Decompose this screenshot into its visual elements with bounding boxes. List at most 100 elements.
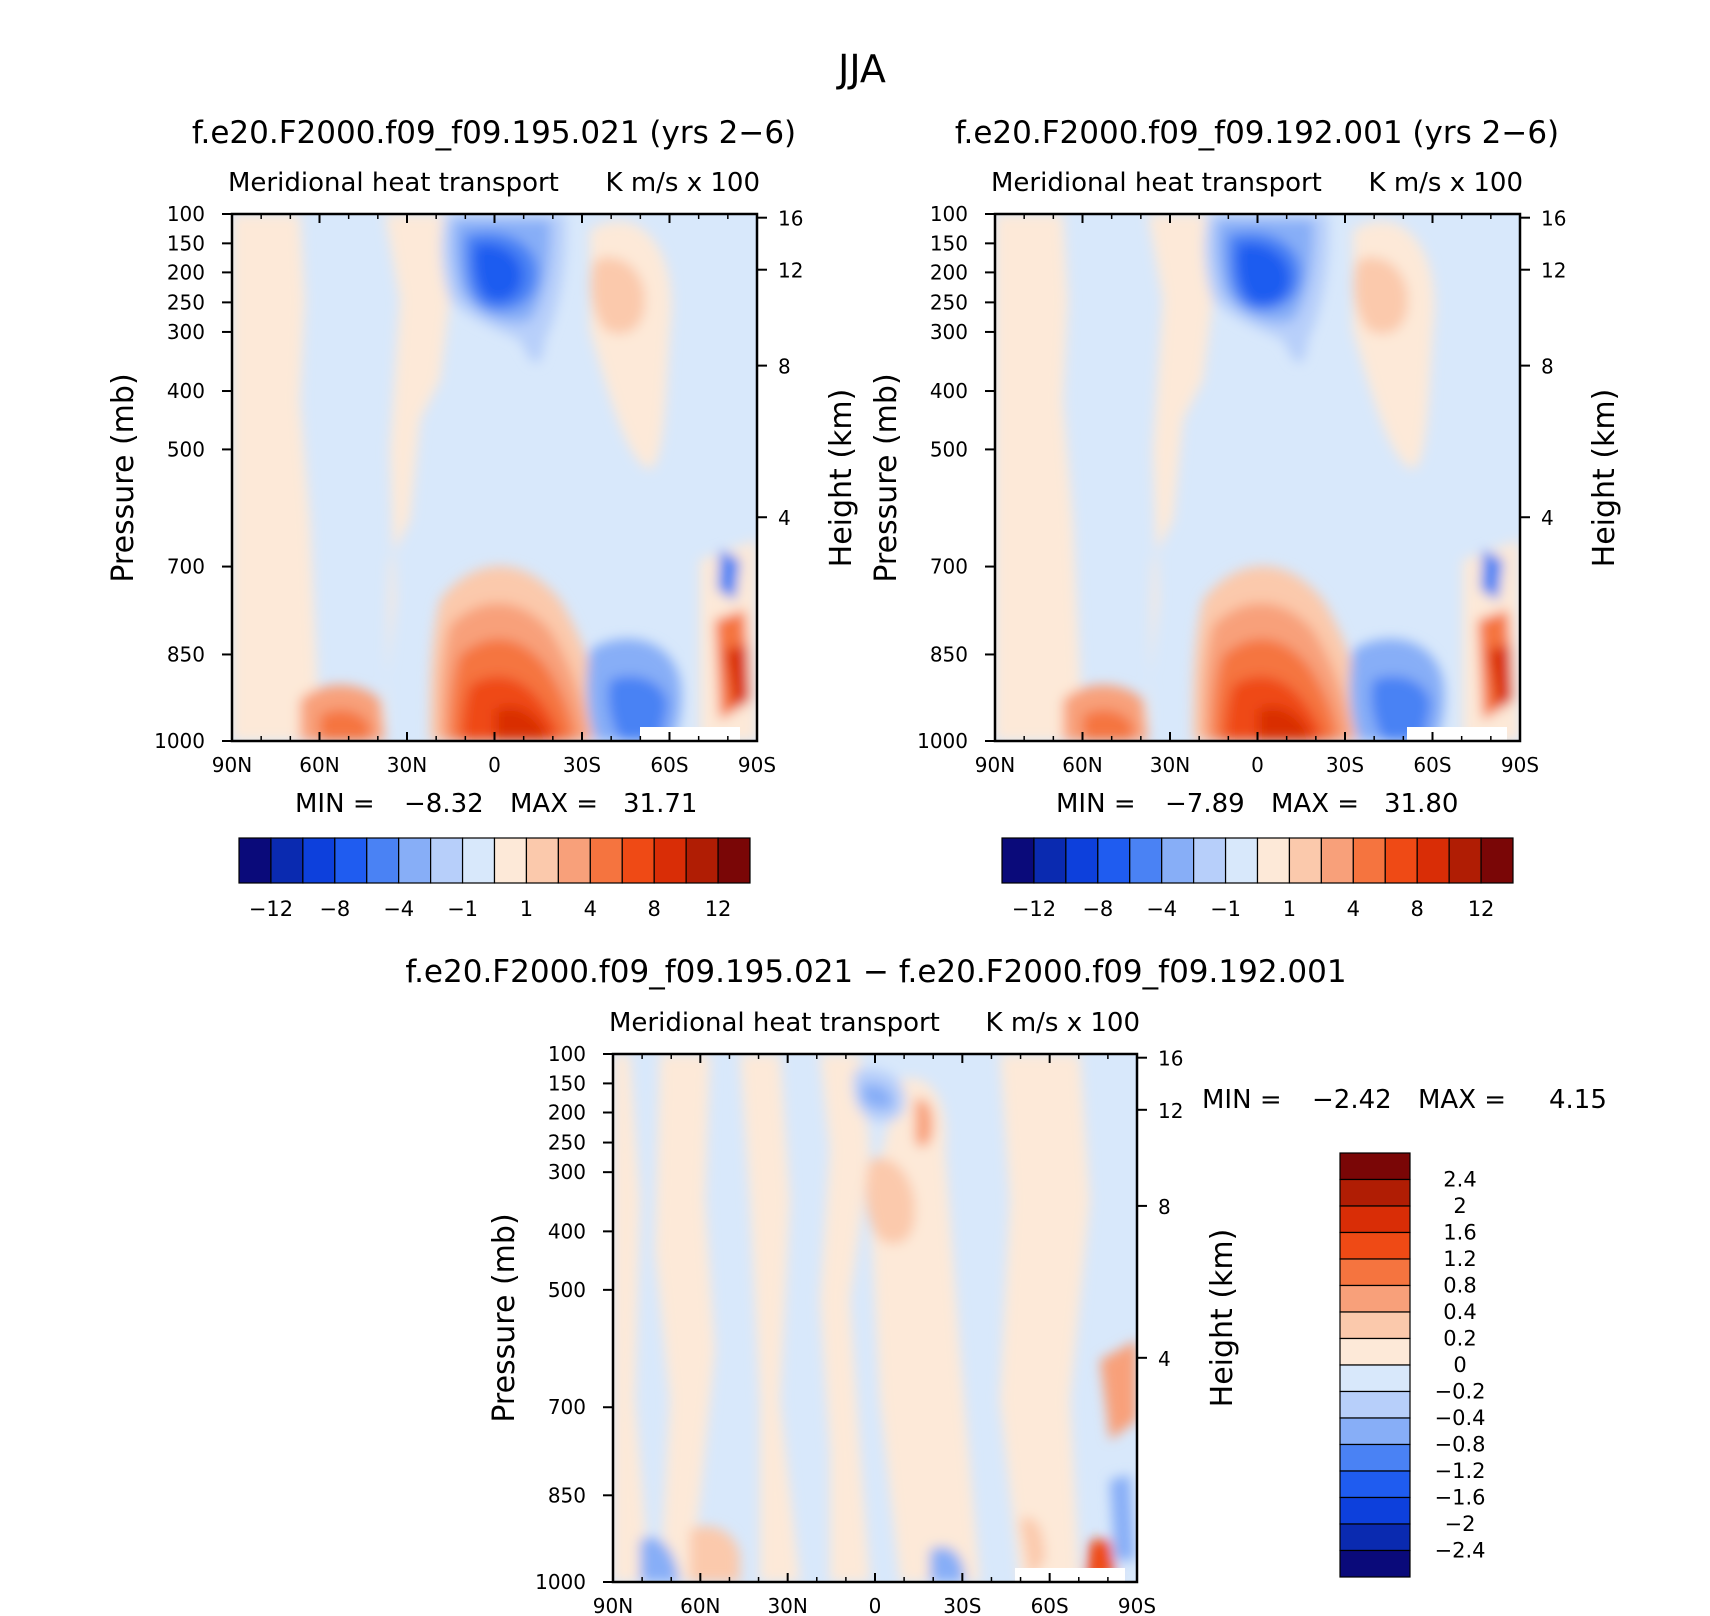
panel-a-y2tick-label: 4 (778, 506, 791, 530)
panel-c-stats: MIN = −2.42 MAX = 4.15 (1202, 1085, 1607, 1115)
panel-c-colorbar-swatch (1339, 1523, 1411, 1552)
panel-c-colorbar-swatch (1339, 1417, 1411, 1446)
panel-a-colorbar-label: 4 (584, 897, 597, 921)
panel-c-colorbar-label: 2.4 (1443, 1168, 1476, 1192)
panel-b-colorbar-swatch (1416, 837, 1450, 884)
panel-c-max-label: MAX = (1418, 1085, 1506, 1115)
panel-b-xtick-label: 30N (1150, 753, 1190, 777)
panel-a-left-subtitle: Meridional heat transport (228, 168, 559, 198)
panel-c-colorbar-swatch (1339, 1364, 1411, 1393)
panel-c-y2tick-label: 12 (1158, 1099, 1183, 1123)
panel-a-ytick-label: 250 (167, 290, 205, 314)
panel-b-xtick-label: 90N (975, 753, 1015, 777)
panel-b-stats: MIN = −7.89 MAX = 31.80 (1056, 789, 1458, 819)
panel-a-y2tick-label: 16 (778, 207, 803, 231)
panel-c-ytick-label: 150 (548, 1071, 586, 1095)
panel-b-colorbar-label: −12 (1012, 897, 1056, 921)
panel-b-colorbar-swatch (1161, 837, 1195, 884)
panel-a: f.e20.F2000.f09_f09.195.021 (yrs 2−6) Me… (106, 115, 859, 921)
panel-b-min-value: −7.89 (1165, 789, 1245, 819)
panel-b-colorbar-label: 1 (1283, 897, 1296, 921)
panel-c-colorbar-label: 1.2 (1443, 1247, 1476, 1271)
panel-c-colorbar-swatch (1339, 1152, 1411, 1181)
panel-a-title: f.e20.F2000.f09_f09.195.021 (yrs 2−6) (192, 115, 796, 151)
panel-c-colorbar-swatch (1339, 1284, 1411, 1313)
panel-c-colorbar-label: −0.8 (1435, 1433, 1486, 1457)
panel-a-colorbar-label: −12 (249, 897, 293, 921)
panel-b-ylabel: Pressure (mb) (869, 373, 904, 582)
panel-b-xtick-label: 90S (1501, 753, 1539, 777)
panel-b-colorbar-swatch (1384, 837, 1418, 884)
panel-a-ytick-label: 300 (167, 320, 205, 344)
panel-a-ytick-label: 200 (167, 260, 205, 284)
panel-c-colorbar-label: −0.2 (1435, 1380, 1486, 1404)
panel-b-y2tick-label: 16 (1541, 207, 1566, 231)
panel-a-xtick-label: 0 (488, 753, 501, 777)
panel-b-colorbar-swatch (1065, 837, 1099, 884)
panel-b-y2tick-label: 4 (1541, 506, 1554, 530)
panel-a-colorbar-swatch (621, 837, 655, 884)
panel-a-xtick-label: 90N (212, 753, 252, 777)
panel-b-colorbar-swatch (1352, 837, 1386, 884)
panel-c-y2tick-label: 8 (1158, 1195, 1171, 1219)
panel-b-ytick-label: 850 (930, 642, 968, 666)
panel-b-colorbar-swatch (1033, 837, 1067, 884)
panel-a-ytick-label: 500 (167, 437, 205, 461)
panel-c-xtick-label: 30S (943, 1594, 981, 1616)
panel-c-y2tick-label: 4 (1158, 1347, 1171, 1371)
panel-b-colorbar: −12 −8 −4 −1 1 4 8 12 (1001, 837, 1514, 921)
panel-c-ytick-label: 700 (548, 1395, 586, 1419)
panel-c-xtick-label: 60N (680, 1594, 720, 1616)
panel-c-colorbar-label: −1.2 (1435, 1459, 1486, 1483)
panel-c-colorbar-label: 0 (1453, 1353, 1466, 1377)
panel-c-title: f.e20.F2000.f09_f09.195.021 − f.e20.F200… (405, 954, 1346, 990)
panel-c-contour-field (613, 1054, 1137, 1582)
panel-c-y2label: Height (km) (1205, 1229, 1240, 1408)
panel-a-stats: MIN = −8.32 MAX = 31.71 (295, 789, 697, 819)
panel-a-ylabel: Pressure (mb) (106, 373, 141, 582)
panel-c-colorbar-swatch (1339, 1311, 1411, 1340)
panel-a-colorbar-swatch (366, 837, 400, 884)
panel-b-colorbar-label: 8 (1411, 897, 1424, 921)
panel-a-colorbar-swatch (238, 837, 272, 884)
panel-c-colorbar-swatch (1339, 1231, 1411, 1260)
panel-c-axes: 90N 60N 30N 0 30S 60S 90S 100 150 200 250 300 400 500… (535, 1042, 1183, 1616)
panel-b: f.e20.F2000.f09_f09.192.001 (yrs 2−6) Me… (869, 115, 1622, 921)
panel-b-y2tick-label: 12 (1541, 259, 1566, 283)
panel-c-ytick-label: 850 (548, 1483, 586, 1507)
panel-b-ytick-label: 400 (930, 379, 968, 403)
panel-c-colorbar-swatch (1339, 1178, 1411, 1207)
panel-a-colorbar-label: 1 (520, 897, 533, 921)
panel-c-colorbar-swatch (1339, 1390, 1411, 1419)
panel-b-colorbar-label: −1 (1210, 897, 1241, 921)
panel-a-contour-field (232, 214, 757, 741)
panel-b-colorbar-label: −4 (1146, 897, 1177, 921)
panel-b-colorbar-swatch (1001, 837, 1035, 884)
panel-a-colorbar-label: 12 (705, 897, 732, 921)
panel-c-ytick-label: 300 (548, 1160, 586, 1184)
panel-c-xtick-label: 30N (767, 1594, 807, 1616)
panel-b-colorbar-swatch (1320, 837, 1354, 884)
panel-b-contour-field (995, 214, 1520, 741)
panel-a-axes: 90N 60N 30N 0 30S 60S 90S 100 150 200 250 300 400 500… (154, 202, 803, 777)
panel-b-max-label: MAX = (1271, 789, 1359, 819)
panel-c-colorbar-swatch (1339, 1205, 1411, 1234)
panel-a-colorbar-swatch (685, 837, 719, 884)
panel-c-ytick-label: 500 (548, 1278, 586, 1302)
panel-a-xtick-label: 60S (650, 753, 688, 777)
panel-a-colorbar-swatch (525, 837, 559, 884)
panel-c-colorbar-swatch (1339, 1258, 1411, 1287)
panel-b-xtick-label: 60N (1062, 753, 1102, 777)
panel-c-ytick-label: 1000 (535, 1570, 586, 1594)
panel-a-colorbar-swatch (461, 837, 496, 884)
panel-b-y2label: Height (km) (1587, 389, 1622, 568)
panel-a-colorbar-swatch (270, 837, 304, 884)
panel-b-colorbar-swatch (1097, 837, 1131, 884)
panel-b-ytick-label: 150 (930, 231, 968, 255)
panel-a-colorbar-swatch (334, 837, 368, 884)
panel-b-right-subtitle: K m/s x 100 (1369, 168, 1524, 198)
panel-c-min-value: −2.42 (1312, 1085, 1392, 1115)
panel-b-colorbar-swatch (1193, 837, 1227, 884)
